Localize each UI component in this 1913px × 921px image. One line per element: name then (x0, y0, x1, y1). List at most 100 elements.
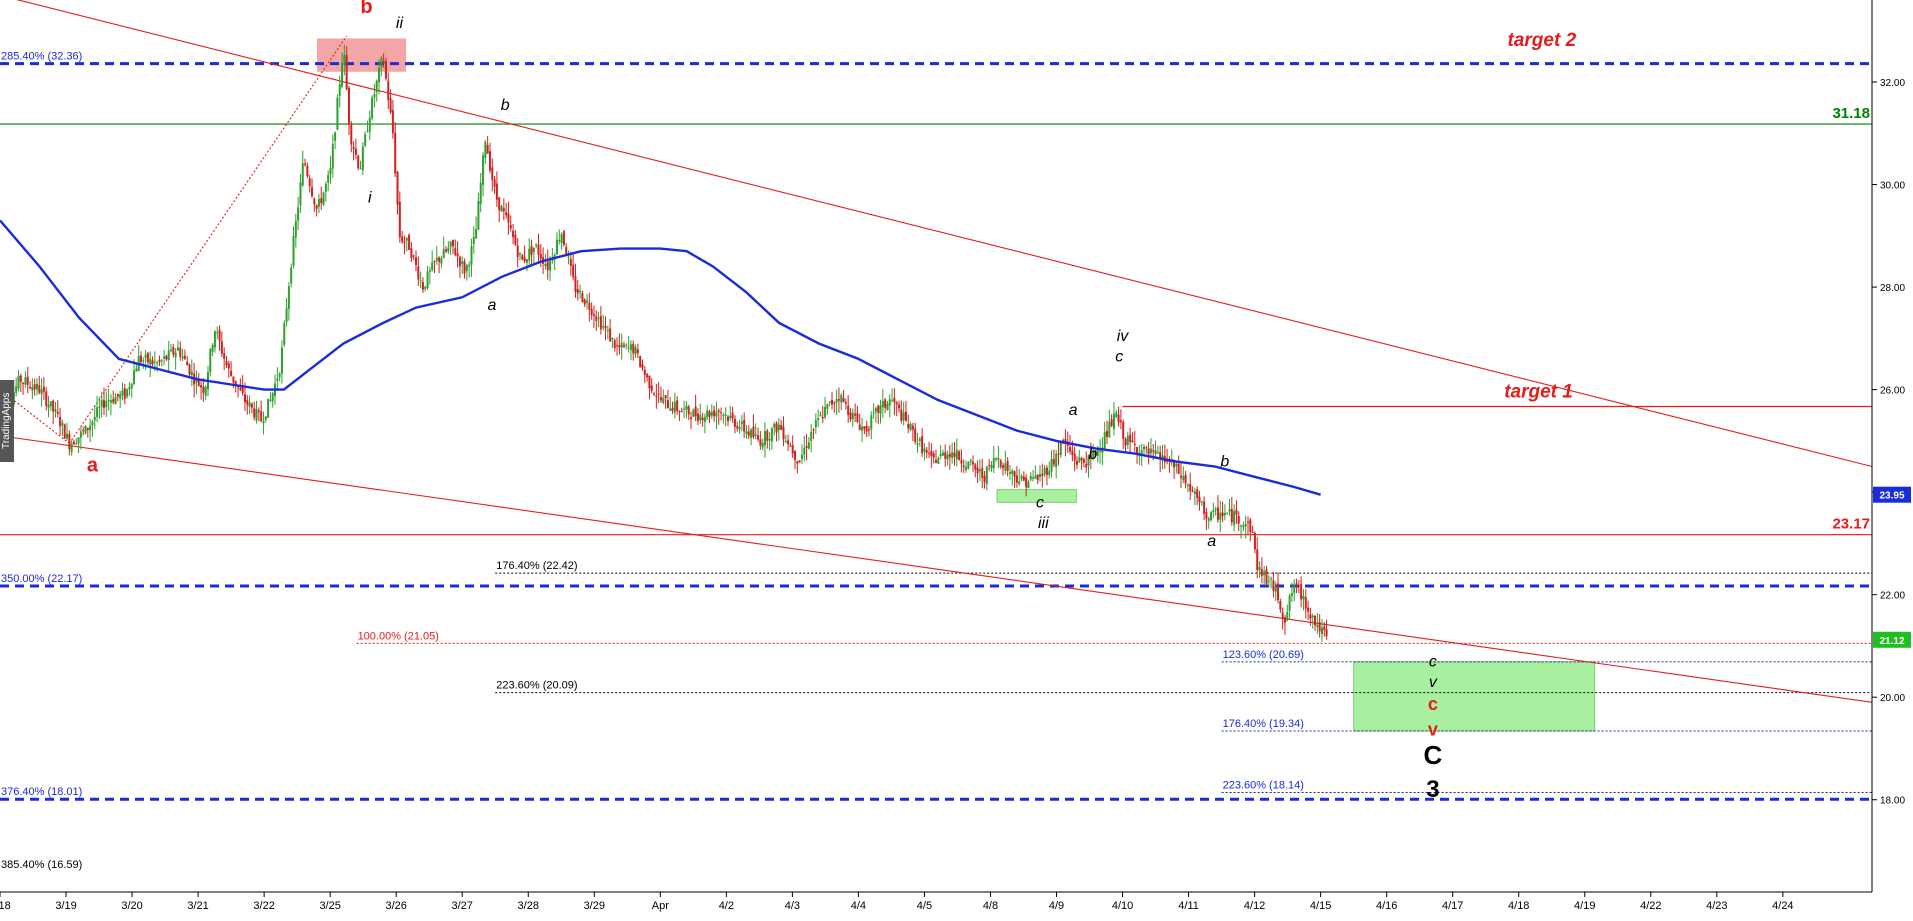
wave-label-8: a (1069, 402, 1078, 419)
candle-body (26, 376, 29, 385)
candle-body (297, 207, 300, 221)
candle-body (89, 425, 92, 431)
candle-body (435, 257, 438, 261)
x-tick-label: 4/10 (1112, 900, 1133, 912)
candle-body (22, 382, 25, 384)
candle-body (19, 375, 22, 383)
trendline-dotted-wave-line-left (0, 388, 70, 444)
candle-body (257, 410, 260, 413)
candle-body (283, 323, 286, 345)
candle-body (334, 132, 337, 141)
candle-body (948, 453, 951, 458)
candle-body (1045, 467, 1048, 476)
candle-body (1244, 524, 1247, 527)
last-price-badge-box (1873, 631, 1911, 648)
candle-body (1256, 549, 1259, 570)
candle-body (40, 389, 43, 395)
wave-label-17: v (1428, 720, 1438, 740)
candle-body (798, 460, 801, 463)
candle-body (904, 411, 907, 421)
candle-body (211, 344, 214, 352)
candle-body (715, 412, 718, 417)
candle-body (1013, 471, 1016, 477)
candle-body (320, 198, 323, 204)
last-price-badge: 21.12 (1879, 636, 1904, 647)
candle-body (867, 429, 870, 431)
candle-body (844, 401, 847, 404)
wave-label-7: c (1115, 348, 1123, 365)
candle-body (1325, 629, 1328, 637)
candle-body (574, 276, 577, 292)
candle-body (627, 347, 630, 349)
candle-body (336, 97, 339, 130)
candle-body (1062, 439, 1065, 441)
candle-body (988, 464, 991, 466)
candle-body (613, 340, 616, 349)
candle-body (1309, 614, 1312, 619)
candle-body (345, 54, 348, 90)
candle-body (761, 442, 764, 448)
candle-body (618, 345, 621, 348)
candle-body (461, 261, 464, 265)
candle-body (197, 380, 200, 386)
candle-body (232, 376, 235, 383)
candle-body (373, 94, 376, 98)
x-tick-label: 3/18 (0, 900, 11, 912)
candle-body (990, 464, 993, 469)
candle-body (777, 424, 780, 431)
candle-body (583, 299, 586, 305)
candle-body (1226, 512, 1229, 514)
wave-label-4: b (501, 97, 510, 114)
candle-body (1168, 461, 1171, 463)
x-tick-label: 4/22 (1640, 900, 1661, 912)
candle-body (431, 262, 434, 271)
candle-body (1085, 463, 1088, 468)
candle-body (98, 407, 101, 409)
candle-body (1281, 612, 1284, 619)
candle-body (384, 61, 387, 79)
candle-body (389, 98, 392, 113)
candle-body (502, 208, 505, 212)
candle-body (962, 465, 965, 468)
candle-body (1020, 475, 1023, 479)
candle-body (292, 236, 295, 266)
candle-body (1311, 615, 1314, 618)
candle-body (856, 413, 859, 422)
candle-body (690, 417, 693, 419)
candle-body (250, 403, 253, 408)
wave-label-2: ii (396, 15, 404, 32)
candle-body (343, 54, 346, 65)
candle-body (507, 213, 510, 223)
candle-body (82, 430, 85, 432)
candle-body (158, 359, 161, 362)
candle-body (604, 326, 607, 329)
candle-body (1304, 597, 1307, 609)
wave-label-1: b (360, 0, 372, 18)
candle-body (1182, 476, 1185, 481)
candle-body (967, 462, 970, 469)
fib-level-label-1: 350.00% (22.17) (1, 573, 82, 585)
candle-body (366, 131, 369, 133)
candle-body (280, 347, 283, 374)
candle-body (886, 403, 889, 410)
candle-body (421, 282, 424, 290)
candle-body (881, 401, 884, 408)
candle-body (387, 80, 390, 101)
candle-body (424, 286, 427, 289)
candle-body (995, 458, 998, 460)
candle-body (909, 423, 912, 430)
candle-body (872, 412, 875, 414)
y-tick-label: 32.00 (1880, 78, 1905, 89)
candle-body (930, 450, 933, 457)
candle-body (276, 378, 279, 381)
candle-body (978, 469, 981, 472)
y-tick-label: 22.00 (1880, 591, 1905, 602)
candle-body (223, 353, 226, 359)
candle-body (338, 84, 341, 96)
candle-body (109, 400, 112, 403)
candle-body (1025, 477, 1028, 488)
candle-body (375, 80, 378, 93)
candle-body (569, 258, 572, 266)
